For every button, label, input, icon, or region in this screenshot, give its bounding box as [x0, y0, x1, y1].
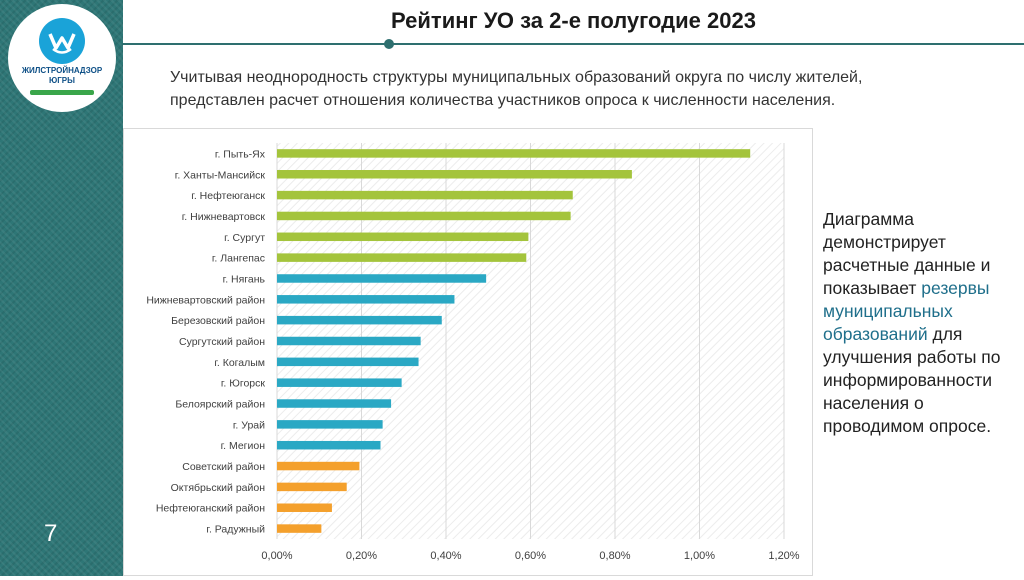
bar	[277, 295, 455, 304]
category-label: г. Лангепас	[212, 253, 265, 265]
category-label: Белоярский район	[175, 399, 265, 411]
logo-bar	[30, 90, 94, 95]
bar	[277, 190, 573, 200]
bar	[277, 336, 421, 346]
category-label: Березовский район	[171, 315, 265, 327]
bar	[277, 357, 419, 367]
x-tick-label: 0,40%	[430, 550, 461, 562]
category-label: г. Ханты-Мансийск	[175, 169, 266, 181]
category-label: г. Нижневартовск	[182, 211, 266, 223]
bar-chart: 0,00% 0,20% 0,40% 0,60% 0,80% 1,00% 1,20% г. Пы…	[146, 143, 800, 562]
category-label: г. Когалым	[214, 357, 265, 369]
page-number: 7	[44, 520, 58, 547]
category-label: Октябрьский район	[171, 482, 266, 494]
sidebar-panel: ЖИЛСТРОЙНАДЗОР ЮГРЫ 7	[0, 0, 123, 576]
title-divider-dot	[384, 39, 394, 49]
category-label: г. Пыть-Ях	[215, 148, 266, 160]
bar	[277, 315, 442, 325]
bar	[277, 399, 392, 408]
bar	[277, 378, 402, 387]
x-tick-label: 1,00%	[684, 550, 715, 562]
bar	[277, 253, 527, 262]
side-note-text-2: для улучшения работы по информированност…	[823, 324, 1001, 436]
category-label: г. Нягань	[223, 273, 266, 285]
bar	[277, 420, 383, 429]
x-tick-label: 0,60%	[515, 550, 546, 562]
side-note-text-1: Диаграмма демонстрирует расчетные данные…	[823, 209, 991, 298]
bar	[277, 503, 332, 512]
subtitle: Учитывая неоднородность структуры муници…	[170, 66, 970, 112]
x-tick-label: 0,80%	[599, 550, 630, 562]
bar	[277, 461, 360, 471]
x-tick-label: 0,00%	[261, 550, 292, 562]
category-label: Сургутский район	[179, 336, 265, 348]
bar	[277, 211, 571, 221]
subtitle-line-1: Учитывая неоднородность структуры муници…	[170, 69, 863, 86]
category-label: г. Мегион	[221, 440, 266, 452]
title-divider	[123, 43, 1024, 45]
logo-emblem-icon	[39, 18, 85, 64]
x-tick-label: 1,20%	[768, 550, 799, 562]
subtitle-line-2: представлен расчет отношения количества …	[170, 92, 836, 109]
side-note: Диаграмма демонстрирует расчетные данные…	[823, 208, 1018, 438]
category-label: г. Нефтеюганск	[191, 190, 265, 202]
category-label: Нефтеюганский район	[156, 503, 265, 515]
logo-text: ЖИЛСТРОЙНАДЗОР	[21, 66, 103, 75]
category-label: Советский район	[182, 461, 265, 473]
bar	[277, 232, 529, 242]
logo-text-region: ЮГРЫ	[49, 76, 75, 85]
bar	[277, 440, 381, 450]
bar	[277, 170, 632, 179]
bar	[277, 482, 347, 492]
page-title: Рейтинг УО за 2-е полугодие 2023	[391, 8, 756, 33]
bar	[277, 274, 487, 283]
bar	[277, 524, 322, 533]
category-label: г. Югорск	[221, 378, 266, 390]
x-tick-label: 0,20%	[346, 550, 377, 562]
logo: ЖИЛСТРОЙНАДЗОР ЮГРЫ	[8, 4, 116, 112]
category-label: г. Сургут	[224, 232, 265, 244]
category-label: г. Урай	[233, 419, 265, 431]
bar	[277, 149, 751, 158]
category-label: г. Радужный	[206, 524, 265, 536]
chart-container: 0,00% 0,20% 0,40% 0,60% 0,80% 1,00% 1,20% г. Пы…	[123, 128, 813, 576]
category-label: Нижневартовский район	[146, 294, 265, 306]
side-note-highlight: резервы муниципальных образований	[823, 278, 990, 344]
